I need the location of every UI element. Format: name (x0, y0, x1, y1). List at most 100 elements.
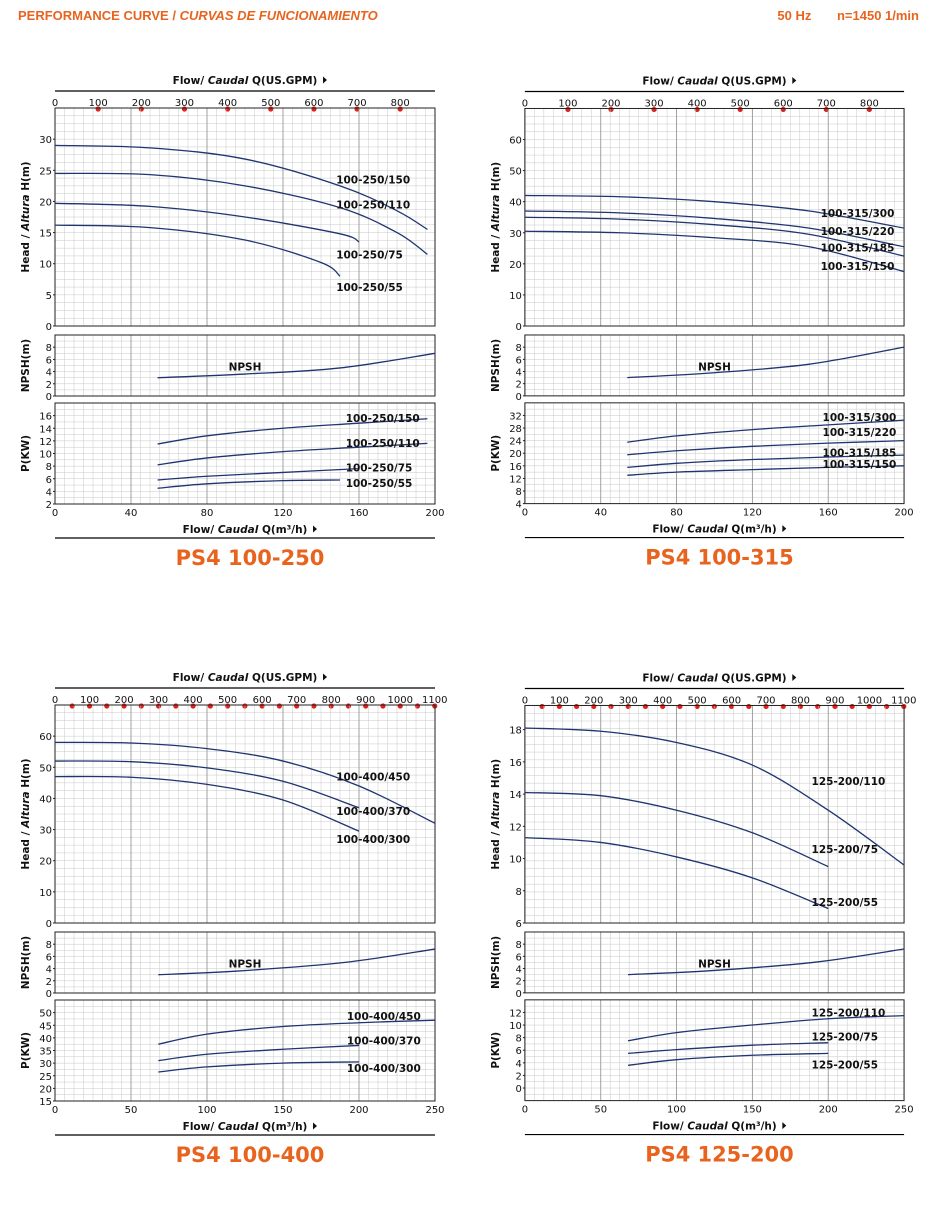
y-tick-label: 12 (509, 822, 522, 833)
x-tick-label: 160 (349, 508, 368, 519)
gpm-marker (104, 703, 110, 709)
gpm-tick-label: 200 (601, 98, 620, 109)
bottom-axis-title-pre: Flow/ (652, 524, 687, 536)
gpm-marker (556, 703, 562, 710)
gpm-tick-label: 100 (80, 695, 99, 706)
gpm-marker (763, 703, 769, 710)
x-tick-label: 80 (670, 508, 683, 519)
power-curve-label: 100-250/55 (346, 478, 413, 490)
head-curve-label: 100-315/300 (821, 208, 895, 220)
gpm-tick-label: 1000 (857, 695, 882, 706)
panel-frame-npsh (524, 931, 905, 994)
model-title: PS4 100-250 (176, 546, 325, 570)
y-tick-label: 12 (509, 1008, 522, 1019)
y-tick-label: 4 (516, 367, 522, 378)
gpm-tick-label: 0 (522, 98, 528, 109)
panel-frame-npsh (54, 931, 436, 994)
top-axis-title-pre: Flow/ (173, 672, 208, 684)
power-curve-label: 100-250/75 (346, 462, 413, 474)
gpm-tick-label: 400 (184, 695, 203, 706)
gpm-marker (780, 703, 786, 710)
gpm-tick-label: 300 (175, 98, 194, 109)
head-curve-100-250-55 (54, 224, 341, 277)
head-axis-title-ital: Altura (490, 792, 502, 829)
head-curve-100-315-220 (524, 210, 905, 248)
gpm-marker (866, 106, 872, 113)
npsh-axis-title: NPSH(m) (20, 936, 32, 989)
y-tick-label: 10 (509, 291, 522, 302)
top-axis-title-ital: Caudal (677, 76, 718, 88)
head-curve-100-315-150 (524, 230, 905, 273)
gpm-marker (397, 703, 403, 709)
y-tick-label: 40 (509, 198, 522, 209)
gpm-tick-label: 400 (688, 98, 707, 109)
gpm-tick-label: 0 (522, 695, 528, 706)
gpm-tick-label: 600 (253, 695, 272, 706)
power-curve-label: 100-315/150 (823, 459, 897, 471)
head-axis-title-ital: Altura (20, 791, 32, 828)
power-curve-100-315-185 (627, 454, 905, 469)
top-axis-title-post: Q(US.GPM) (718, 76, 787, 88)
power-curve-125-200-55 (627, 1052, 829, 1066)
gpm-marker (737, 106, 743, 113)
y-tick-label: 30 (39, 826, 52, 837)
y-tick-label: 4 (516, 1059, 522, 1070)
bottom-axis-title: Flow/ Caudal Q(m³/h) (652, 1121, 776, 1133)
gpm-marker (815, 703, 821, 710)
head-curve-125-200-55 (524, 836, 829, 910)
top-axis-title: Flow/ Caudal Q(US.GPM) (642, 673, 786, 685)
gpm-marker (625, 703, 631, 710)
y-tick-label: 6 (516, 952, 522, 963)
top-axis-title-ital: Caudal (208, 75, 249, 87)
gpm-tick-label: 800 (860, 98, 879, 109)
gpm-marker (181, 106, 188, 112)
x-tick-label: 100 (197, 1105, 216, 1116)
y-tick-label: 0 (516, 989, 522, 1000)
bottom-axis-title-ital: Caudal (218, 524, 259, 536)
y-tick-label: 6 (516, 1046, 522, 1057)
speed-info: 50 Hz n=1450 1/min (755, 8, 919, 23)
y-tick-label: 10 (509, 855, 522, 866)
top-axis-arrow (323, 76, 327, 84)
bottom-axis-title: Flow/ Caudal Q(m³/h) (183, 524, 308, 536)
npsh-curve (627, 346, 905, 379)
x-tick-label: 120 (273, 508, 292, 519)
x-tick-label: 0 (522, 508, 528, 519)
x-tick-label: 40 (125, 508, 138, 519)
gpm-marker (138, 106, 144, 112)
head-axis-title-post: H(m) (490, 759, 502, 792)
head-axis-title-pre: Head / (20, 828, 32, 870)
y-tick-label: 60 (509, 136, 522, 147)
head-curve-label: 100-315/150 (821, 261, 895, 273)
y-tick-label: 8 (516, 487, 522, 498)
head-axis-title-post: H(m) (490, 162, 502, 195)
y-tick-label: 35 (39, 1047, 52, 1058)
head-curve-125-200-75 (524, 791, 829, 868)
bottom-axis-title-ital: Caudal (687, 524, 728, 536)
x-tick-label: 150 (743, 1105, 762, 1116)
gpm-tick-label: 300 (619, 695, 638, 706)
x-tick-label: 120 (743, 508, 762, 519)
y-tick-label: 4 (516, 500, 522, 511)
head-curve-100-400-450 (54, 741, 436, 824)
gpm-marker (565, 106, 571, 113)
power-curve-125-200-75 (627, 1042, 829, 1055)
gpm-tick-label: 200 (132, 98, 151, 109)
head-curve-label: 100-315/220 (821, 226, 895, 238)
y-tick-label: 14 (39, 424, 52, 435)
npsh-curve (158, 948, 436, 976)
y-tick-label: 10 (39, 450, 52, 461)
gpm-marker (832, 703, 838, 710)
y-tick-label: 6 (516, 919, 522, 930)
head-curve-label: 100-250/75 (336, 249, 403, 261)
y-tick-label: 8 (46, 940, 52, 951)
power-curve-125-200-110 (627, 1014, 905, 1042)
gpm-tick-label: 800 (322, 695, 341, 706)
gpm-marker (397, 106, 403, 112)
speed-label: n=1450 1/min (836, 8, 919, 23)
bottom-axis-arrow (313, 1122, 317, 1130)
head-curve-100-400-300 (54, 775, 360, 832)
head-curve-label: 125-200/110 (812, 776, 886, 788)
gpm-marker (677, 703, 683, 710)
y-tick-label: 0 (46, 322, 52, 333)
